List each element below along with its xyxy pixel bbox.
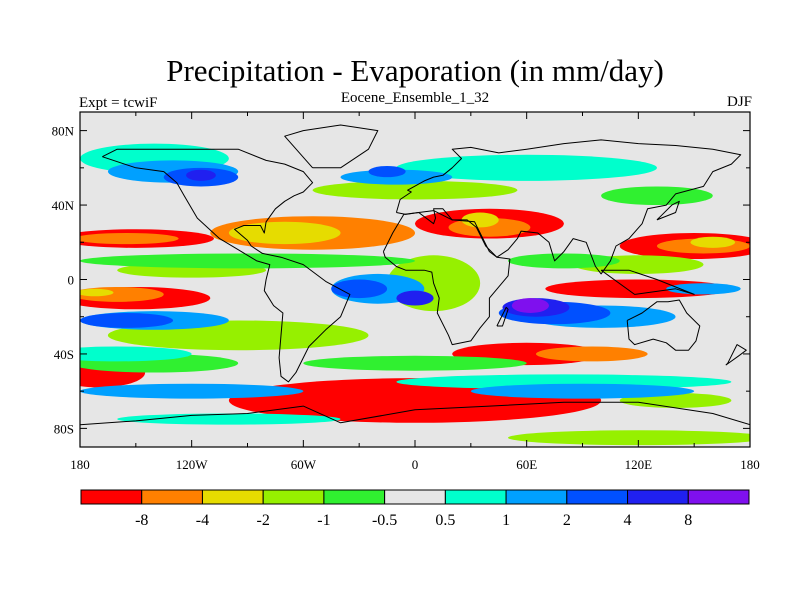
coastline bbox=[600, 269, 695, 295]
lon-tick-label: 180 bbox=[740, 457, 760, 472]
coastline bbox=[656, 200, 680, 221]
colorbar-label: -4 bbox=[196, 512, 209, 529]
lon-tick-label: 120W bbox=[176, 457, 209, 472]
colorbar-swatch bbox=[80, 489, 143, 505]
colorbar-label: -0.5 bbox=[372, 512, 397, 529]
lon-tick-label: 180 bbox=[70, 457, 90, 472]
contour-fill-layer bbox=[80, 143, 750, 446]
contour-region bbox=[80, 313, 174, 328]
contour-region bbox=[396, 154, 657, 181]
colorbar-label: 0.5 bbox=[435, 512, 455, 529]
colorbar-swatch bbox=[687, 489, 750, 505]
contour-region bbox=[508, 430, 750, 446]
lon-tick-label: 60W bbox=[291, 457, 317, 472]
contour-region bbox=[396, 290, 434, 306]
contour-region bbox=[80, 232, 179, 245]
lat-tick-label: 40N bbox=[52, 198, 75, 213]
season-label: DJF bbox=[727, 94, 752, 110]
contour-region bbox=[470, 383, 695, 399]
contour-region bbox=[461, 212, 499, 228]
colorbar-swatch bbox=[505, 489, 568, 505]
coastline-layer bbox=[80, 124, 750, 426]
colorbar-label: 4 bbox=[624, 512, 632, 529]
coastline bbox=[496, 306, 509, 327]
chart-title: Precipitation - Evaporation (in mm/day) bbox=[166, 53, 664, 88]
lat-tick-label: 80N bbox=[52, 124, 75, 139]
experiment-label: Expt = tcwiF bbox=[79, 95, 157, 111]
latitude-axis: 80N 40N 0 40S 80S bbox=[52, 124, 750, 436]
coastline bbox=[284, 124, 379, 169]
contour-region bbox=[508, 253, 620, 269]
lon-tick-label: 0 bbox=[412, 457, 419, 472]
colorbar-label: -8 bbox=[135, 512, 148, 529]
colorbar-label: 1 bbox=[502, 512, 510, 529]
contour-region bbox=[601, 186, 713, 206]
contour-region bbox=[312, 180, 518, 200]
colorbar-swatch bbox=[262, 489, 325, 505]
contour-region bbox=[80, 383, 304, 399]
coastline bbox=[395, 139, 742, 275]
contour-region bbox=[368, 165, 406, 178]
colorbar-swatch bbox=[323, 489, 386, 505]
coastline bbox=[102, 148, 351, 383]
coastline bbox=[725, 344, 747, 366]
coastline bbox=[382, 210, 511, 346]
lat-tick-label: 80S bbox=[54, 421, 74, 436]
contour-region bbox=[117, 413, 341, 425]
coastline bbox=[80, 401, 750, 426]
coastline bbox=[626, 299, 701, 351]
contour-region bbox=[228, 221, 341, 245]
colorbar-swatch bbox=[627, 489, 689, 505]
contour-region bbox=[80, 288, 114, 297]
colorbar-swatch bbox=[201, 489, 264, 505]
colorbar: -8 -4 -2 -1 -0.5 0.5 1 2 4 8 bbox=[80, 489, 750, 529]
contour-region bbox=[80, 346, 192, 362]
colorbar-swatch bbox=[141, 489, 203, 505]
longitude-axis: 180 120W 60W 0 60E 120E 180 bbox=[70, 112, 760, 472]
contour-region bbox=[511, 298, 549, 313]
colorbar-label: 8 bbox=[684, 512, 692, 529]
colorbar-swatch bbox=[566, 489, 629, 505]
lat-tick-label: 40S bbox=[54, 347, 74, 362]
lon-tick-label: 120E bbox=[625, 457, 653, 472]
contour-region bbox=[80, 253, 415, 269]
contour-region bbox=[666, 283, 741, 295]
colorbar-swatch bbox=[384, 489, 446, 505]
contour-region bbox=[186, 169, 216, 181]
ensemble-label: Eocene_Ensemble_1_32 bbox=[341, 90, 489, 106]
lon-tick-label: 60E bbox=[516, 457, 537, 472]
colorbar-label: -2 bbox=[257, 512, 270, 529]
map-panel bbox=[80, 112, 750, 447]
colorbar-label: 2 bbox=[563, 512, 571, 529]
contour-region bbox=[690, 236, 736, 248]
contour-region bbox=[331, 279, 388, 299]
lat-tick-label: 0 bbox=[68, 273, 75, 288]
contour-region bbox=[535, 346, 648, 362]
colorbar-swatch bbox=[444, 489, 507, 505]
contour-region bbox=[303, 355, 527, 371]
colorbar-label: -1 bbox=[317, 512, 330, 529]
